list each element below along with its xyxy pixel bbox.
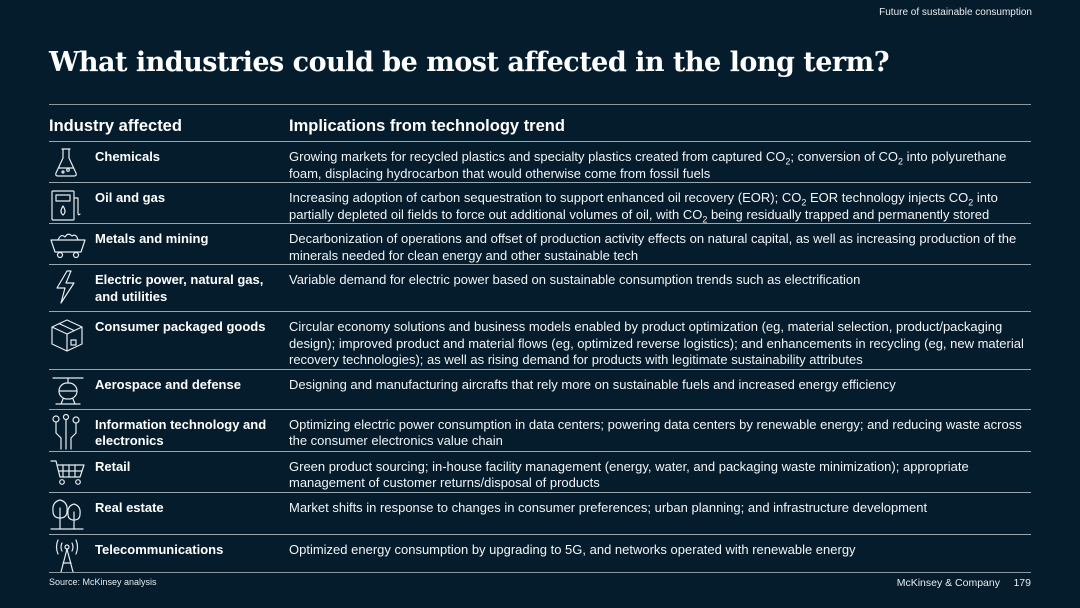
table-row: Information technology and electronics O… [49,408,1031,451]
table-row: Telecommunications Optimized energy cons… [49,533,1031,576]
lightning-icon [49,264,95,312]
subscript: 2 [785,156,791,167]
implications-column-header: Implications from technology trend [289,117,565,135]
page-number: 179 [1013,577,1031,589]
industries-table: Chemicals Growing markets for recycled p… [49,141,1031,576]
implication-text: Variable demand for electric power based… [289,264,1031,312]
subscript: 2 [898,156,904,167]
bottom-divider [49,572,1031,573]
brand-name: McKinsey & Company [896,577,1000,589]
fuel-pump-icon [49,182,95,224]
table-row: Metals and mining Decarbonization of ope… [49,223,1031,265]
package-box-icon [49,311,95,369]
table-row: Retail Green product sourcing; in-house … [49,450,1031,492]
implication-text: Decarbonization of operations and offset… [289,223,1031,265]
implication-text: Green product sourcing; in-house facilit… [289,450,1031,492]
mining-cart-icon [49,223,95,265]
trees-icon [49,491,95,534]
implication-text: Optimizing electric power consumption in… [289,408,1031,451]
implication-text: Market shifts in response to changes in … [289,491,1031,534]
industry-name: Consumer packaged goods [95,311,289,369]
source-note: Source: McKinsey analysis [49,577,157,587]
implication-text: Designing and manufacturing aircrafts th… [289,368,1031,409]
section-tag: Future of sustainable consumption [879,7,1032,18]
subscript: 2 [801,197,807,208]
implication-text: Increasing adoption of carbon sequestrat… [289,182,1031,225]
industry-name: Telecommunications [95,533,289,576]
industry-name: Real estate [95,491,289,534]
table-row: Chemicals Growing markets for recycled p… [49,141,1031,183]
antenna-icon [49,533,95,576]
table-row: Aerospace and defense Designing and manu… [49,368,1031,409]
industry-name: Retail [95,450,289,492]
industry-name: Metals and mining [95,223,289,265]
top-divider [49,104,1031,105]
table-row: Consumer packaged goods Circular economy… [49,311,1031,369]
implication-text: Optimized energy consumption by upgradin… [289,533,1031,576]
industry-name: Oil and gas [95,182,289,224]
industry-name: Chemicals [95,141,289,183]
table-row: Electric power, natural gas, and utiliti… [49,264,1031,312]
implication-text: Circular economy solutions and business … [289,311,1031,369]
page-title: What industries could be most affected i… [49,47,890,78]
shopping-cart-icon [49,450,95,492]
industry-name: Information technology and electronics [95,408,289,451]
circuit-icon [49,408,95,451]
column-headers: Industry affected Implications from tech… [49,117,1031,139]
helicopter-icon [49,368,95,409]
industry-column-header: Industry affected [49,117,182,135]
implication-text: Growing markets for recycled plastics an… [289,141,1031,183]
table-row: Oil and gas Increasing adoption of carbo… [49,182,1031,225]
industry-name: Aerospace and defense [95,368,289,409]
table-row: Real estate Market shifts in response to… [49,491,1031,534]
subscript: 2 [968,197,974,208]
subscript: 2 [702,214,708,225]
flask-icon [49,141,95,183]
industry-name: Electric power, natural gas, and utiliti… [95,264,289,312]
